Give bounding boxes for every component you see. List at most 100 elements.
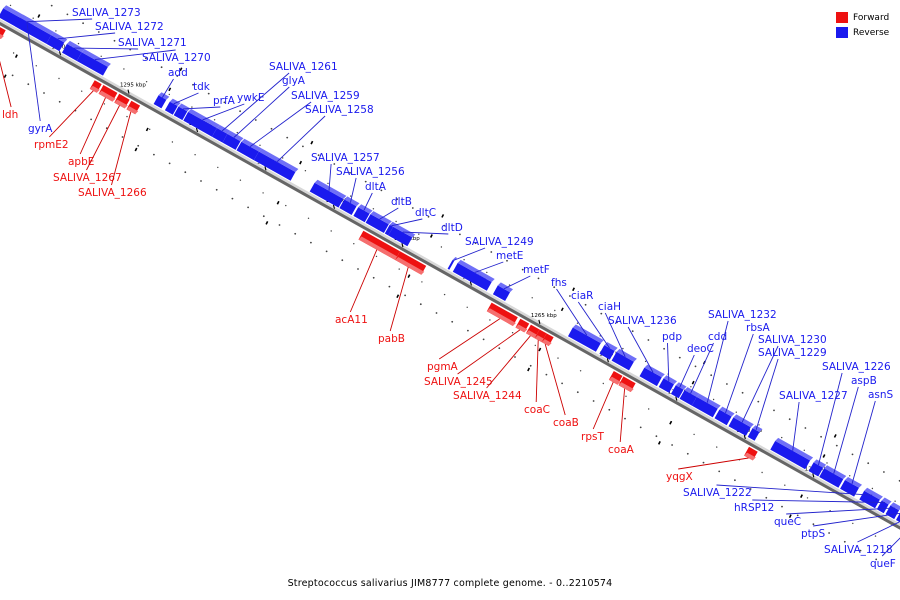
gene-label-tdk[interactable]: tdk [193, 81, 211, 93]
gene-block-saliva-1236[interactable] [639, 364, 665, 387]
gene-block-rpst[interactable] [608, 371, 623, 385]
gene-block-saliva-1267[interactable] [114, 93, 130, 109]
gene-block-deoc[interactable] [670, 382, 687, 399]
gene-label-asns[interactable]: asnS [868, 389, 894, 401]
gene-block-pabb[interactable] [395, 251, 427, 275]
gene-block-rbsa[interactable] [714, 406, 735, 426]
gene-label-deoc[interactable]: deoC [687, 343, 714, 355]
gene-label-saliva-1273[interactable]: SALIVA_1273 [72, 7, 141, 19]
gene-block-gyra[interactable] [14, 14, 37, 35]
gene-label-ptps[interactable]: ptpS [801, 528, 825, 540]
gene-block-hrsp12[interactable] [876, 497, 892, 514]
gene-block-coac[interactable] [534, 329, 547, 343]
gene-label-saliva-1249[interactable]: SALIVA_1249 [465, 236, 534, 248]
gene-label-saliva-1259[interactable]: SALIVA_1259 [291, 90, 360, 102]
gene-label-saliva-1272[interactable]: SALIVA_1272 [95, 21, 164, 33]
gene-label-saliva-1261[interactable]: SALIVA_1261 [269, 61, 338, 73]
gene-block-ciar[interactable] [599, 342, 618, 360]
gene-label-dltc[interactable]: dltC [415, 207, 436, 219]
gene-block-saliva-1227[interactable] [770, 437, 814, 470]
gene-label-aca11[interactable]: acA11 [335, 314, 368, 326]
gene-block-apbe[interactable] [98, 85, 118, 102]
gene-block-ywke[interactable] [183, 108, 220, 137]
gene-block-asns[interactable] [840, 477, 862, 497]
gene-block-dltb[interactable] [365, 211, 392, 233]
gene-block-coab[interactable] [541, 333, 554, 346]
gene-label-quec[interactable]: queC [774, 516, 801, 528]
gene-block-dlta[interactable] [353, 204, 373, 223]
gene-block-saliva-1266[interactable] [126, 100, 141, 115]
gene-label-saliva-1232[interactable]: SALIVA_1232 [708, 309, 777, 321]
gene-label-pgma[interactable]: pgmA [427, 361, 459, 373]
gene-label-aspb[interactable]: aspB [851, 375, 877, 387]
gene-label-mete[interactable]: metE [496, 250, 523, 262]
gene-label-dltb[interactable]: dltB [391, 196, 412, 208]
gene-block-pdp[interactable] [658, 375, 677, 393]
gene-label-saliva-1222[interactable]: SALIVA_1222 [683, 487, 752, 499]
gene-label-prfa[interactable]: prfA [213, 95, 236, 107]
gene-block-tdk[interactable] [164, 98, 181, 115]
gene-label-glya[interactable]: glyA [282, 75, 306, 87]
gene-block-saliva-1271[interactable] [62, 40, 85, 61]
gene-label-yqgx[interactable]: yqgX [666, 471, 693, 483]
gene-block-mete[interactable] [452, 259, 495, 291]
gene-block-dltd[interactable] [388, 223, 416, 247]
gene-block-dltc[interactable] [384, 221, 397, 236]
gene-label-dltd[interactable]: dltD [441, 222, 463, 234]
gene-label-saliva-1258[interactable]: SALIVA_1258 [305, 104, 374, 116]
gene-block-fhs[interactable] [568, 324, 604, 352]
gene-block-saliva-1272[interactable] [46, 32, 68, 52]
gene-block-saliva-1256[interactable] [339, 196, 360, 215]
gene-label-saliva-1257[interactable]: SALIVA_1257 [311, 152, 380, 164]
gene-label-fhs[interactable]: fhs [551, 277, 567, 289]
gene-label-cdd[interactable]: cdd [708, 331, 727, 343]
gene-block-saliva-1226[interactable] [808, 459, 827, 477]
gene-block-prfa[interactable] [173, 103, 191, 121]
gene-label-ywke[interactable]: ywkE [237, 92, 265, 104]
gene-block-ptps[interactable] [896, 508, 900, 523]
gene-label-saliva-1218[interactable]: SALIVA_1218 [824, 544, 893, 556]
gene-label-saliva-1267[interactable]: SALIVA_1267 [53, 172, 122, 184]
gene-label-coab[interactable]: coaB [553, 417, 579, 429]
gene-label-saliva-1270[interactable]: SALIVA_1270 [142, 52, 211, 64]
gene-label-ciar[interactable]: ciaR [571, 290, 593, 302]
gene-label-ldh[interactable]: ldh [2, 109, 18, 121]
gene-label-rpme2[interactable]: rpmE2 [34, 139, 69, 151]
gene-label-metf[interactable]: metF [523, 264, 550, 276]
gene-label-hrsp12[interactable]: hRSP12 [734, 502, 774, 514]
gene-label-saliva-1245[interactable]: SALIVA_1245 [424, 376, 493, 388]
gene-label-saliva-1227[interactable]: SALIVA_1227 [779, 390, 848, 402]
gene-label-apbe[interactable]: apbE [68, 156, 94, 168]
gene-block-saliva-1257[interactable] [309, 179, 347, 208]
gene-label-dlta[interactable]: dltA [365, 181, 387, 193]
gene-label-saliva-1271[interactable]: SALIVA_1271 [118, 37, 187, 49]
gene-label-rpst[interactable]: rpsT [581, 431, 604, 443]
gene-block-coaa[interactable] [618, 376, 636, 392]
gene-block-cdd[interactable] [679, 387, 700, 406]
gene-label-pdp[interactable]: pdp [662, 331, 682, 343]
gene-block-saliva-1244[interactable] [526, 324, 540, 339]
gene-block-saliva-1222[interactable] [859, 487, 883, 509]
gene-block-yqgx[interactable] [744, 446, 758, 461]
gene-block-rpme2[interactable] [89, 80, 102, 93]
gene-block-aspb[interactable] [819, 465, 847, 488]
gene-block-ciah[interactable] [611, 348, 637, 371]
gene-label-saliva-1230[interactable]: SALIVA_1230 [758, 334, 827, 346]
gene-label-saliva-1229[interactable]: SALIVA_1229 [758, 347, 827, 359]
gene-label-gyra[interactable]: gyrA [28, 123, 53, 135]
gene-label-saliva-1236[interactable]: SALIVA_1236 [608, 315, 677, 327]
gene-block-quec[interactable] [885, 502, 900, 520]
gene-block-pgma[interactable] [486, 302, 518, 326]
gene-block-saliva-1229[interactable] [747, 425, 763, 441]
gene-label-saliva-1256[interactable]: SALIVA_1256 [336, 166, 405, 178]
gene-label-coac[interactable]: coaC [524, 404, 550, 416]
gene-label-coaa[interactable]: coaA [608, 444, 635, 456]
gene-block-saliva-1270[interactable] [76, 49, 111, 76]
gene-block-saliva-1230[interactable] [728, 414, 754, 436]
gene-label-pabb[interactable]: pabB [378, 333, 405, 345]
gene-block-metf[interactable] [492, 282, 513, 301]
gene-block-ldh[interactable] [0, 22, 6, 40]
gene-block-saliva-1232[interactable] [691, 393, 721, 418]
gene-label-rbsa[interactable]: rbsA [746, 322, 770, 334]
gene-label-add[interactable]: add [168, 67, 188, 79]
